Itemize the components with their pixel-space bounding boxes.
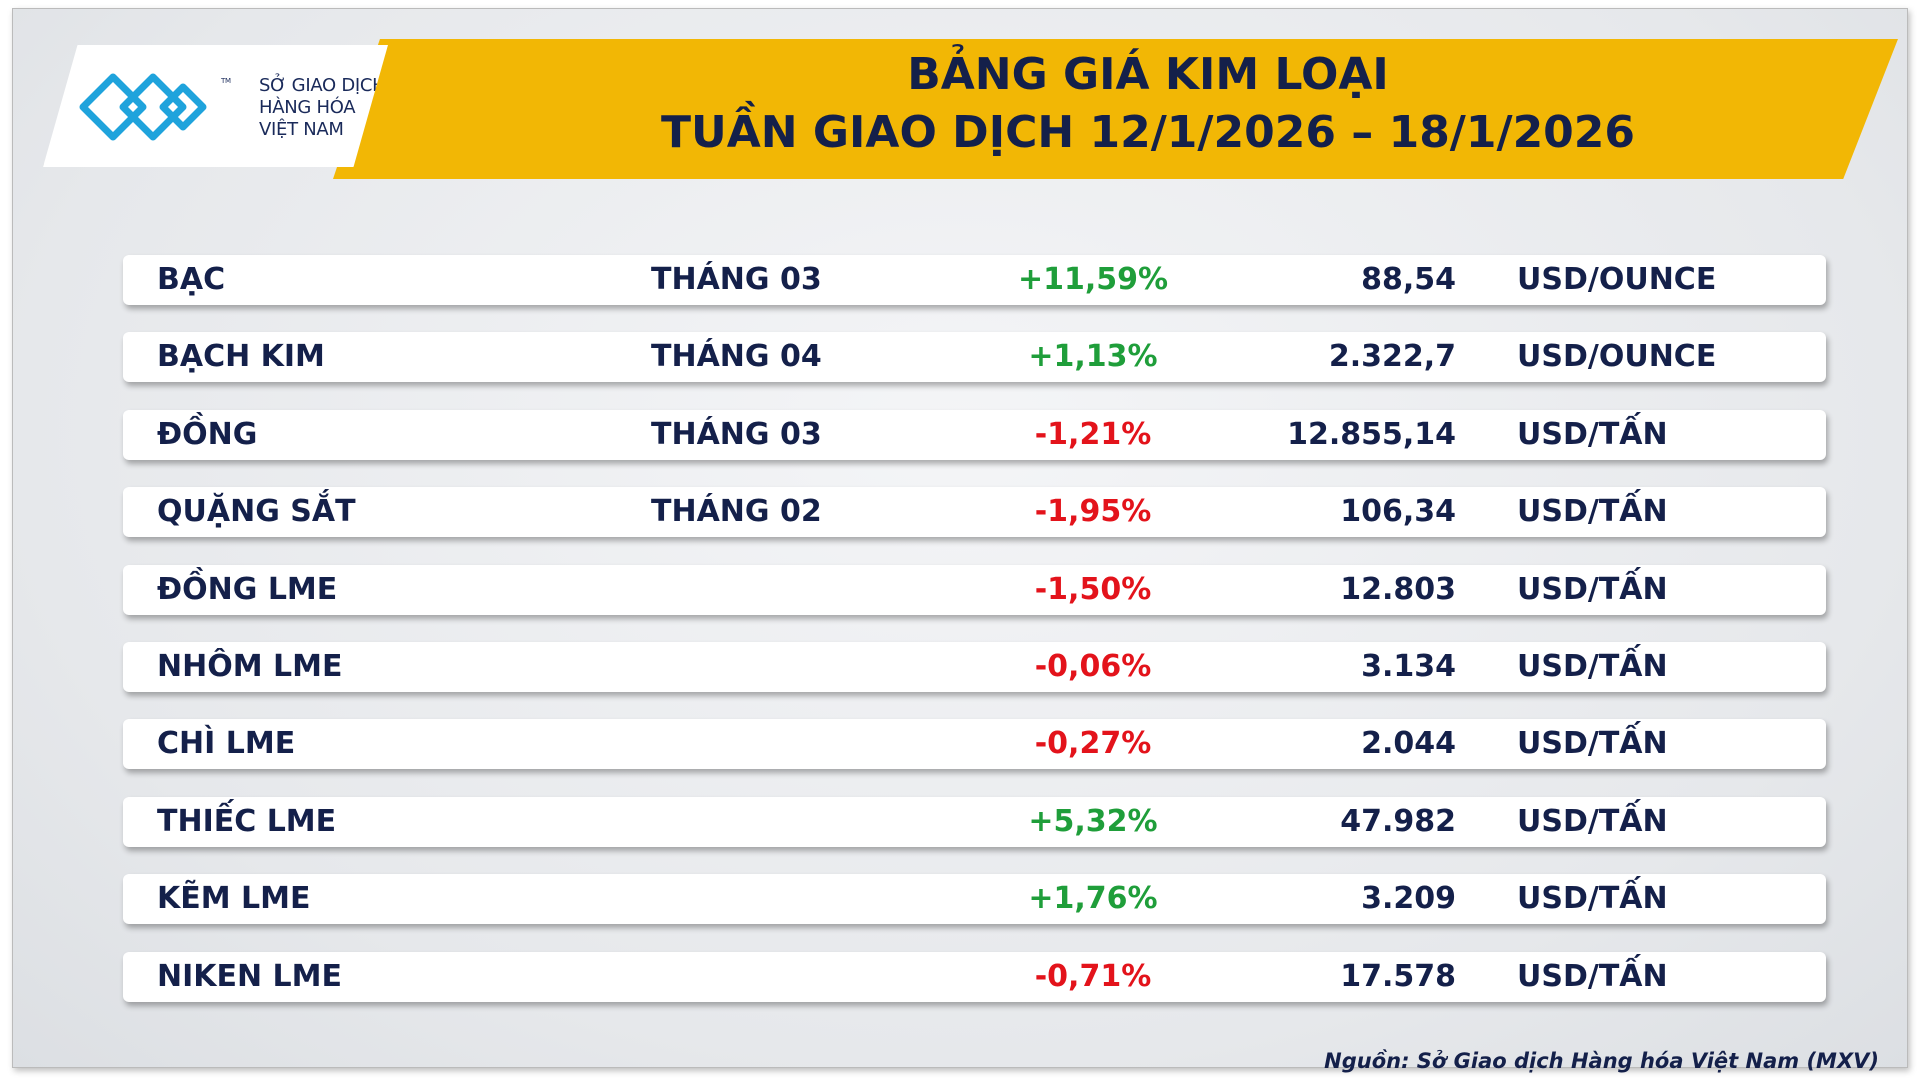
metal-name: NHÔM LME — [157, 649, 343, 684]
price: 47.982 — [1340, 803, 1456, 839]
unit: USD/TẤN — [1517, 803, 1668, 839]
table-row: KẼM LME +1,76% 3.209 USD/TẤN — [123, 874, 1826, 925]
metal-name: BẠCH KIM — [157, 339, 325, 375]
price: 3.209 — [1361, 881, 1456, 917]
contract-month: THÁNG 03 — [651, 416, 822, 452]
title: TUẦN GIAO DỊCH 12/1/2026 – 18/1/2026 — [660, 107, 1636, 158]
table-row: QUẶNG SẮT THÁNG 02 -1,95% 106,34 USD/TẤN — [123, 487, 1826, 538]
logo-tm: TM — [221, 77, 231, 85]
price: 17.578 — [1340, 958, 1456, 994]
price: 12.803 — [1340, 571, 1456, 607]
table-row: BẠCH KIM THÁNG 04 +1,13% 2.322,7 USD/OUNCE — [123, 332, 1826, 383]
contract-month: THÁNG 04 — [651, 339, 822, 375]
table-row: THIẾC LME +5,32% 47.982 USD/TẤN — [123, 796, 1826, 847]
change: -1,95% — [1034, 494, 1152, 530]
metal-name: CHÌ LME — [157, 726, 296, 762]
table-row: CHÌ LME -0,27% 2.044 USD/TẤN — [123, 719, 1826, 770]
metal-name: THIẾC LME — [157, 803, 337, 839]
price: 2.322,7 — [1328, 339, 1456, 375]
price: 88,54 — [1361, 262, 1456, 297]
price: 12.855,14 — [1287, 416, 1456, 452]
metal-name: KẼM LME — [157, 881, 311, 917]
unit: USD/TẤN — [1517, 416, 1668, 452]
header-banner — [333, 39, 1898, 179]
title: BẢNG GIÁ KIM LOẠI — [907, 49, 1389, 100]
change: +1,76% — [1028, 881, 1158, 917]
change: -0,27% — [1034, 726, 1152, 762]
metal-name: NIKEN LME — [157, 958, 343, 994]
logo: SỞ GIAO DỊCH HÀNG HÓA VIỆT NAM TM — [43, 45, 388, 167]
table-row: BẠC THÁNG 03 +11,59% 88,54 USD/OUNCE — [123, 255, 1826, 305]
change: -1,21% — [1034, 416, 1152, 452]
unit: USD/TẤN — [1517, 881, 1668, 917]
metal-name: ĐỒNG LME — [157, 571, 338, 607]
table-row: NHÔM LME -0,06% 3.134 USD/TẤN — [123, 642, 1826, 692]
logo-text: HÀNG HÓA — [259, 97, 356, 118]
price: 2.044 — [1361, 726, 1456, 762]
metal-name: BẠC — [157, 262, 226, 297]
unit: USD/OUNCE — [1517, 262, 1717, 297]
unit: USD/OUNCE — [1517, 339, 1717, 375]
source: Nguồn: Sở Giao dịch Hàng hóa Việt Nam (M… — [1324, 1049, 1879, 1073]
unit: USD/TẤN — [1517, 726, 1668, 762]
unit: USD/TẤN — [1517, 571, 1668, 607]
change: -1,50% — [1034, 571, 1152, 607]
metal-name: ĐỒNG — [157, 416, 258, 452]
contract-month: THÁNG 02 — [651, 494, 822, 530]
unit: USD/TẤN — [1517, 494, 1668, 530]
metal-name: QUẶNG SẮT — [157, 494, 356, 530]
change: -0,06% — [1034, 649, 1152, 684]
change: +11,59% — [1017, 262, 1169, 297]
unit: USD/TẤN — [1517, 958, 1668, 994]
logo-text: VIỆT NAM — [259, 119, 344, 140]
logo-text: SỞ GIAO DỊCH — [259, 75, 386, 96]
price: 3.134 — [1361, 649, 1456, 684]
logo-icon — [79, 73, 207, 141]
unit: USD/TẤN — [1517, 649, 1668, 684]
table-row: ĐỒNG THÁNG 03 -1,21% 12.855,14 USD/TẤN — [123, 409, 1826, 460]
change: +5,32% — [1028, 803, 1158, 839]
contract-month: THÁNG 03 — [651, 262, 822, 297]
frame: SỞ GIAO DỊCH HÀNG HÓA VIỆT NAM TM BẢNG G… — [12, 8, 1908, 1073]
change: +1,13% — [1028, 339, 1158, 375]
table-row: NIKEN LME -0,71% 17.578 USD/TẤN — [123, 951, 1826, 1002]
price: 106,34 — [1340, 494, 1456, 530]
table-row: ĐỒNG LME -1,50% 12.803 USD/TẤN — [123, 564, 1826, 615]
change: -0,71% — [1034, 958, 1152, 994]
